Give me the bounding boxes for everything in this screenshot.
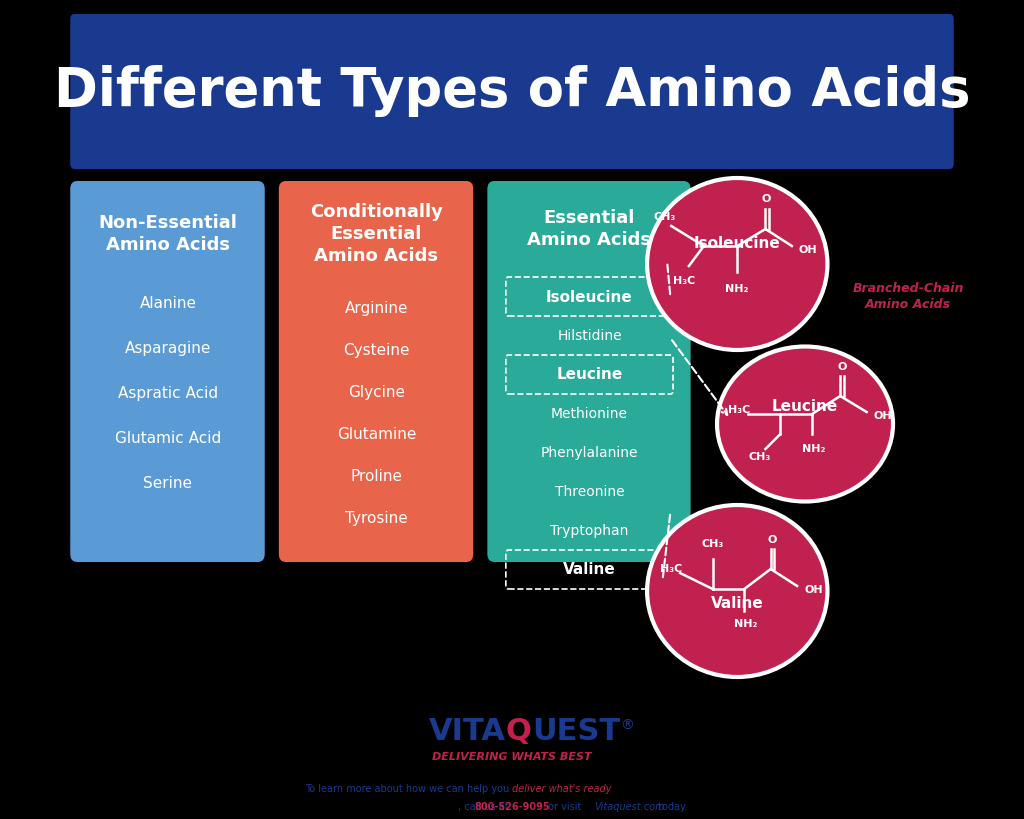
Text: Cysteine: Cysteine [343, 343, 410, 359]
Text: H₃C: H₃C [660, 564, 682, 574]
Text: Arginine: Arginine [345, 301, 409, 316]
Text: Leucine: Leucine [772, 399, 839, 414]
Text: Glycine: Glycine [348, 386, 404, 400]
Text: O: O [838, 362, 847, 372]
Text: Threonine: Threonine [555, 485, 625, 499]
Text: Different Types of Amino Acids: Different Types of Amino Acids [53, 65, 971, 117]
Text: Isoleucine: Isoleucine [546, 289, 633, 305]
Text: O: O [768, 535, 777, 545]
Ellipse shape [647, 505, 827, 677]
Text: Valine: Valine [563, 563, 615, 577]
FancyBboxPatch shape [71, 14, 953, 169]
Text: O: O [762, 194, 771, 204]
Text: NH₂: NH₂ [734, 619, 758, 629]
Text: DELIVERING WHATS BEST: DELIVERING WHATS BEST [432, 752, 592, 762]
Text: NH₂: NH₂ [802, 444, 825, 454]
Text: VITA: VITA [429, 717, 506, 745]
FancyBboxPatch shape [487, 181, 690, 562]
Text: ®: ® [621, 719, 634, 733]
Text: Essential
Amino Acids: Essential Amino Acids [527, 209, 651, 249]
Text: or visit: or visit [546, 802, 585, 812]
Text: NH₂: NH₂ [725, 284, 749, 294]
FancyBboxPatch shape [279, 181, 473, 562]
Text: Glutamine: Glutamine [337, 428, 416, 442]
Text: CH₃: CH₃ [701, 539, 724, 549]
Text: , call us at: , call us at [459, 802, 512, 812]
Text: Phenylalanine: Phenylalanine [541, 446, 638, 460]
Text: Proline: Proline [350, 469, 402, 485]
Text: 800-526-9095: 800-526-9095 [474, 802, 550, 812]
Text: deliver what's ready: deliver what's ready [512, 784, 611, 794]
Text: Tyrosine: Tyrosine [345, 512, 408, 527]
Text: H₃C: H₃C [674, 276, 695, 286]
Text: Valine: Valine [711, 596, 764, 611]
Text: CH₃: CH₃ [749, 452, 770, 462]
Text: CH₃: CH₃ [653, 212, 676, 222]
Text: UEST: UEST [532, 717, 621, 745]
Text: Isoleucine: Isoleucine [694, 236, 780, 251]
Ellipse shape [717, 346, 893, 501]
Text: Alanine: Alanine [139, 296, 197, 311]
Text: Leucine: Leucine [556, 368, 623, 382]
Text: Tryptophan: Tryptophan [550, 524, 629, 538]
Text: To learn more about how we can help you: To learn more about how we can help you [304, 784, 512, 794]
Text: Serine: Serine [143, 477, 193, 491]
Text: Branched-Chain
Amino Acids: Branched-Chain Amino Acids [852, 283, 964, 311]
Ellipse shape [647, 178, 827, 350]
Text: OH: OH [799, 245, 817, 255]
Text: Glutamic Acid: Glutamic Acid [115, 432, 221, 446]
Text: Methionine: Methionine [551, 407, 628, 421]
Text: Non-Essential
Amino Acids: Non-Essential Amino Acids [98, 214, 238, 254]
Text: Q: Q [506, 717, 531, 745]
Text: Hilstidine: Hilstidine [557, 329, 622, 343]
Text: Vitaquest.com: Vitaquest.com [594, 802, 665, 812]
Text: H₃C: H₃C [728, 405, 751, 415]
Text: Asparagine: Asparagine [125, 342, 211, 356]
Text: today.: today. [655, 802, 688, 812]
FancyBboxPatch shape [71, 181, 265, 562]
Text: OH: OH [804, 585, 822, 595]
Text: OH: OH [873, 411, 892, 421]
Text: Conditionally
Essential
Amino Acids: Conditionally Essential Amino Acids [310, 203, 443, 265]
Text: Aspratic Acid: Aspratic Acid [118, 387, 218, 401]
